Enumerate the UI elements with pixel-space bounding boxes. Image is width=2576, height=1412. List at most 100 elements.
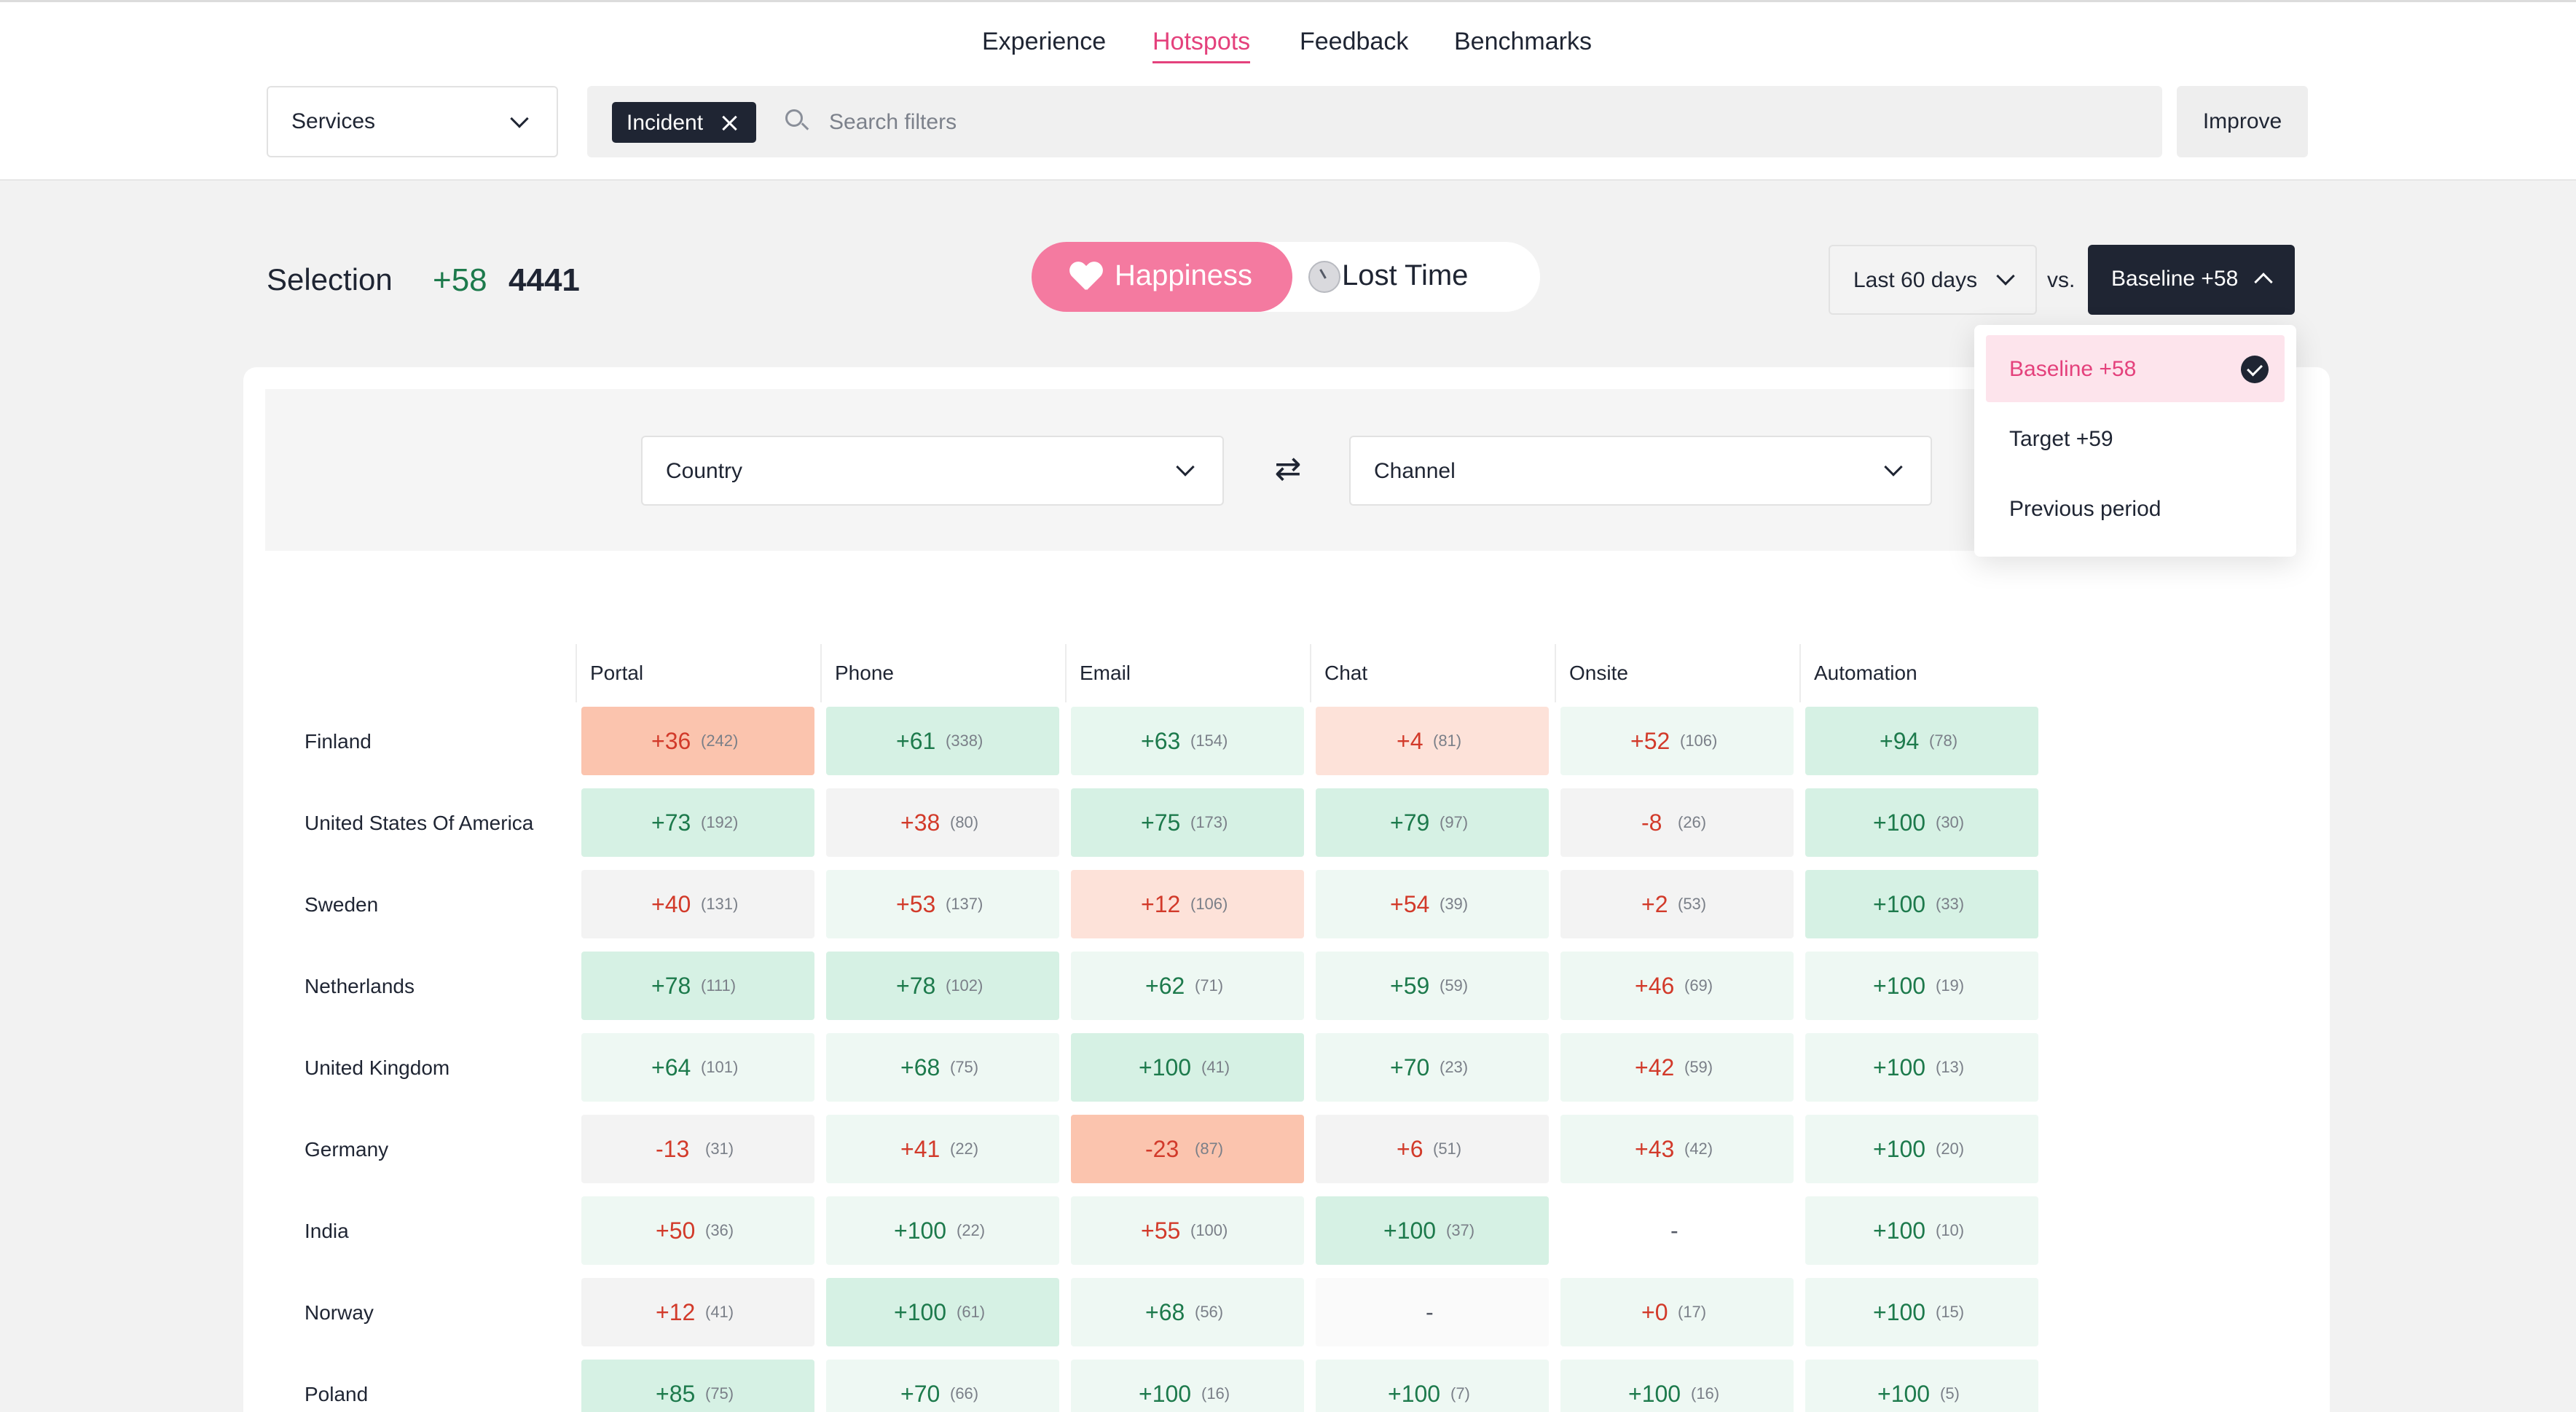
heatmap-cell[interactable]: +2 (53): [1560, 870, 1794, 938]
heatmap-cell[interactable]: +100 (19): [1805, 952, 2038, 1020]
cell-count: (106): [1680, 732, 1718, 750]
heatmap-cell[interactable]: +41 (22): [826, 1115, 1059, 1183]
nav-experience[interactable]: Experience: [982, 28, 1107, 55]
nav-benchmarks[interactable]: Benchmarks: [1454, 28, 1592, 55]
heatmap-cell[interactable]: +54 (39): [1316, 870, 1549, 938]
filter-chip-incident[interactable]: Incident: [612, 102, 756, 143]
heatmap-cell[interactable]: +6 (51): [1316, 1115, 1549, 1183]
cell-score: -: [1670, 1217, 1678, 1244]
cell-count: (10): [1936, 1221, 1965, 1239]
heatmap-cell[interactable]: +78 (111): [581, 952, 814, 1020]
cell-score: +100: [1388, 1381, 1441, 1407]
heatmap-cell[interactable]: +79 (97): [1316, 788, 1549, 857]
target-option[interactable]: Target +59: [1986, 405, 2285, 472]
heatmap-cell[interactable]: -23 (87): [1071, 1115, 1304, 1183]
column-header: Portal: [576, 644, 820, 702]
services-select[interactable]: Services: [267, 86, 558, 157]
heatmap-cell[interactable]: +85 (75): [581, 1360, 814, 1412]
heatmap-cell[interactable]: +46 (69): [1560, 952, 1794, 1020]
cell-count: (71): [1195, 976, 1224, 995]
cell-count: (51): [1433, 1140, 1462, 1158]
search-filters-input[interactable]: [829, 105, 2068, 140]
heatmap-cell[interactable]: +100 (20): [1805, 1115, 2038, 1183]
heatmap-cell[interactable]: +70 (66): [826, 1360, 1059, 1412]
heatmap-cell[interactable]: +78 (102): [826, 952, 1059, 1020]
heatmap-cell[interactable]: +55 (100): [1071, 1196, 1304, 1265]
swap-dimensions-icon[interactable]: ⇄: [1274, 451, 1302, 487]
cell-count: (242): [701, 732, 739, 750]
heatmap-cell[interactable]: +100 (33): [1805, 870, 2038, 938]
cell-count: (100): [1190, 1221, 1228, 1239]
heatmap-cell[interactable]: +100 (61): [826, 1278, 1059, 1346]
heatmap-cell[interactable]: +64 (101): [581, 1033, 814, 1102]
lost-time-toggle-option[interactable]: Lost Time: [1292, 242, 1540, 312]
heatmap-cell[interactable]: +100 (37): [1316, 1196, 1549, 1265]
filter-bar: Incident: [587, 86, 2162, 157]
selection-label: Selection: [267, 262, 393, 297]
heatmap-cell[interactable]: +38 (80): [826, 788, 1059, 857]
heatmap-cell[interactable]: +4 (81): [1316, 707, 1549, 775]
cell-score: +41: [900, 1136, 941, 1162]
heatmap-cell[interactable]: +100 (41): [1071, 1033, 1304, 1102]
heatmap-cell[interactable]: +61 (338): [826, 707, 1059, 775]
cell-count: (39): [1440, 895, 1469, 913]
previous-period-option[interactable]: Previous period: [1986, 475, 2285, 542]
heatmap-cell[interactable]: +40 (131): [581, 870, 814, 938]
cell-score: +6: [1397, 1136, 1424, 1162]
heatmap-cell[interactable]: +100 (15): [1805, 1278, 2038, 1346]
heatmap-cell[interactable]: +100 (13): [1805, 1033, 2038, 1102]
cell-count: (75): [705, 1384, 734, 1403]
heatmap-cell[interactable]: +100 (30): [1805, 788, 2038, 857]
cell-score: +100: [1877, 1381, 1931, 1407]
heatmap-cell[interactable]: +100 (5): [1805, 1360, 2038, 1412]
heatmap-cell[interactable]: +50 (36): [581, 1196, 814, 1265]
row-dimension-select[interactable]: Country: [641, 436, 1224, 506]
heatmap-cell[interactable]: +100 (7): [1316, 1360, 1549, 1412]
nav-hotspots[interactable]: Hotspots: [1152, 24, 1251, 63]
heatmap-cell[interactable]: +36 (242): [581, 707, 814, 775]
heatmap-cell[interactable]: +68 (75): [826, 1033, 1059, 1102]
cell-count: (75): [950, 1058, 979, 1076]
baseline-option[interactable]: Baseline +58: [1986, 335, 2285, 402]
heatmap-cell[interactable]: +100 (10): [1805, 1196, 2038, 1265]
baseline-select[interactable]: Baseline +58: [2088, 245, 2295, 315]
happiness-toggle-option[interactable]: Happiness: [1032, 242, 1292, 312]
heatmap-cell[interactable]: +68 (56): [1071, 1278, 1304, 1346]
cell-count: (97): [1440, 813, 1469, 831]
heatmap-cell[interactable]: +53 (137): [826, 870, 1059, 938]
heatmap-cell[interactable]: +43 (42): [1560, 1115, 1794, 1183]
heatmap-cell[interactable]: +12 (41): [581, 1278, 814, 1346]
heatmap-cell[interactable]: +0 (17): [1560, 1278, 1794, 1346]
nav-feedback[interactable]: Feedback: [1300, 28, 1409, 55]
heatmap-cell[interactable]: +62 (71): [1071, 952, 1304, 1020]
heatmap-cell[interactable]: +52 (106): [1560, 707, 1794, 775]
heatmap-cell[interactable]: +42 (59): [1560, 1033, 1794, 1102]
heatmap-cell[interactable]: -8 (26): [1560, 788, 1794, 857]
heatmap-cell[interactable]: +100 (16): [1560, 1360, 1794, 1412]
heatmap-cell[interactable]: +100 (16): [1071, 1360, 1304, 1412]
heatmap-cell[interactable]: -13 (31): [581, 1115, 814, 1183]
row-label: Sweden: [305, 893, 379, 916]
cell-score: +75: [1141, 809, 1181, 836]
chevron-down-icon: [1996, 267, 2015, 286]
heatmap-cell[interactable]: +73 (192): [581, 788, 814, 857]
column-header-label: Portal: [590, 662, 644, 684]
heatmap-cell[interactable]: -: [1316, 1278, 1549, 1346]
column-dimension-label: Channel: [1374, 459, 1456, 483]
heatmap-cell[interactable]: +94 (78): [1805, 707, 2038, 775]
heatmap-cell[interactable]: -: [1560, 1196, 1794, 1265]
heatmap-cell[interactable]: +70 (23): [1316, 1033, 1549, 1102]
period-select[interactable]: Last 60 days: [1829, 245, 2037, 315]
heatmap-cell[interactable]: +100 (22): [826, 1196, 1059, 1265]
column-dimension-select[interactable]: Channel: [1349, 436, 1932, 506]
improve-button[interactable]: Improve: [2177, 86, 2308, 157]
heatmap-cell[interactable]: +12 (106): [1071, 870, 1304, 938]
row-label: Norway: [305, 1301, 374, 1324]
heatmap-cell[interactable]: +63 (154): [1071, 707, 1304, 775]
remove-filter-icon[interactable]: [720, 114, 739, 133]
heatmap-cell[interactable]: +59 (59): [1316, 952, 1549, 1020]
row-label: Poland: [305, 1383, 369, 1405]
cell-count: (23): [1440, 1058, 1469, 1076]
heatmap-cell[interactable]: +75 (173): [1071, 788, 1304, 857]
previous-period-option-label: Previous period: [2009, 497, 2161, 521]
